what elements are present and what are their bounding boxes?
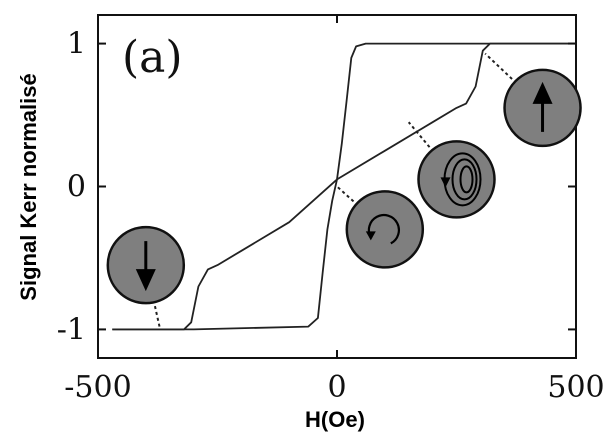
y-tick-label: -1 xyxy=(57,312,86,347)
hysteresis-branch-2 xyxy=(112,42,576,331)
vortex-state xyxy=(336,185,425,269)
y-tick-label: 1 xyxy=(67,27,86,62)
arrow-down-icon xyxy=(135,241,156,292)
spin-down-state xyxy=(106,225,186,330)
x-axis-title: H(Oe) xyxy=(305,407,365,432)
ticks: -500 0 500 -1 0 1 xyxy=(57,15,605,405)
y-tick-label: 0 xyxy=(67,170,86,205)
spiral-icon xyxy=(440,152,482,207)
curves xyxy=(112,42,576,331)
x-tick-label: 0 xyxy=(327,370,346,405)
x-tick-label: 500 xyxy=(547,370,604,405)
hysteresis-branch-1 xyxy=(112,42,576,331)
magnetization-disk xyxy=(345,190,425,269)
magnetization-disk xyxy=(417,140,496,219)
y-axis-title: Signal Kerr normalisé xyxy=(16,73,41,300)
multi-vortex-state xyxy=(407,121,496,219)
arrow-up-icon xyxy=(532,81,553,132)
panel-label: (a) xyxy=(122,32,183,83)
spin-up-state xyxy=(484,52,582,148)
x-tick-label: -500 xyxy=(64,370,131,405)
state-annotations xyxy=(106,52,582,330)
vortex-icon xyxy=(365,213,400,245)
